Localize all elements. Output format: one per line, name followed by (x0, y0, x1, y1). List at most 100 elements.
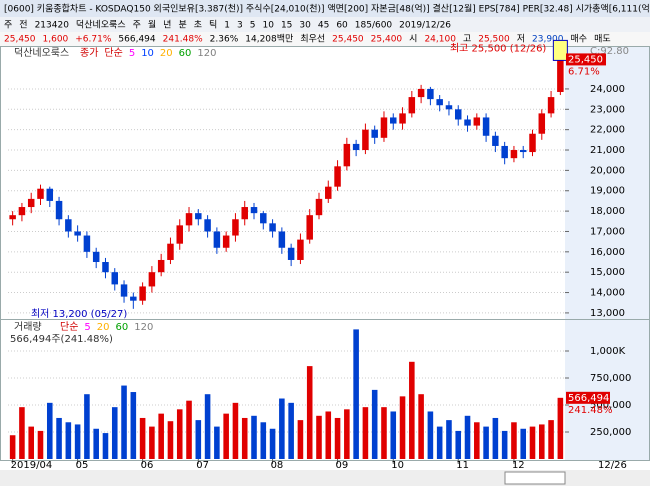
volume-bar (214, 426, 220, 459)
y-tick-label: 23,000 (590, 104, 625, 115)
toolbar-item: 5 (250, 21, 256, 31)
volume-bar (316, 415, 322, 459)
toolbar-item: 241.48% (163, 35, 203, 45)
volume-bar (418, 394, 424, 459)
toolbar-item: 2019/12/26 (399, 21, 451, 31)
volume-bar (455, 430, 462, 459)
legend-entry: 단순 (60, 321, 78, 333)
volume-bar (232, 402, 239, 459)
toolbar-item: 주 (133, 20, 141, 31)
toolbar-item: 전 (19, 20, 27, 31)
scroll-thumb[interactable] (504, 471, 566, 485)
last-date: 12/26 (598, 460, 627, 471)
volume-bar (269, 428, 276, 459)
toolbar-item: 최우선 (300, 34, 325, 45)
volume-bar (344, 409, 350, 459)
legend-entry: 10 (141, 48, 154, 59)
right-axis-area (565, 46, 650, 460)
toolbar-item: 30 (299, 21, 311, 31)
candle-body (557, 59, 564, 92)
volume-bar (548, 420, 554, 459)
candle-body (417, 88, 425, 98)
candle-body (325, 186, 332, 199)
last-price-box (566, 53, 606, 66)
toolbar-item: 25,400 (371, 35, 403, 45)
candle-body (529, 133, 536, 153)
candle-body (92, 251, 100, 263)
candle-body (27, 198, 35, 208)
volume-bar (390, 411, 397, 459)
y-tick-label: 500,000 (590, 400, 631, 411)
candle-body (111, 272, 119, 285)
candle-body (55, 200, 63, 220)
toolbar-item: 초 (194, 20, 202, 31)
y-tick-label: 1,000K (590, 346, 626, 357)
toolbar-item: 1,600 (43, 35, 69, 45)
volume-bar (539, 424, 545, 459)
last-volume: 566,494 (568, 393, 609, 404)
window-title: [0600] 키움종합차트 - KOSDAQ150 외국인보유[3.387(천)… (4, 3, 650, 15)
y-tick-label: 24,000 (590, 84, 625, 95)
panel-name: 덕산네오룩스 (14, 47, 69, 59)
candle-body (510, 150, 518, 159)
candle-body (464, 119, 471, 126)
candle-body (250, 207, 258, 214)
y-tick-label: 22,000 (590, 125, 625, 136)
volume-bar (37, 430, 44, 459)
volume-bar (325, 411, 332, 459)
candle-body (482, 117, 490, 136)
x-tick-label: 12 (512, 460, 525, 471)
volume-bar (501, 430, 508, 459)
x-tick-label: 05 (76, 460, 89, 471)
candle-body (241, 207, 248, 220)
candle-body (46, 188, 54, 201)
toolbar-item: 2.36% (210, 35, 239, 45)
volume-bar (46, 402, 53, 459)
toolbar-item: 저 (517, 34, 525, 45)
candle-body (157, 259, 165, 273)
candle-body (538, 113, 546, 134)
candle-body (167, 243, 174, 260)
legend-entry: 20 (97, 322, 110, 333)
toolbar-item: 45 (318, 21, 329, 31)
candle-body (297, 239, 304, 260)
toolbar-item: 60 (336, 21, 348, 31)
volume-bar (28, 426, 34, 459)
toolbar-item: 213420 (35, 21, 70, 31)
volume-bar (353, 329, 359, 459)
volume-bar (483, 426, 489, 459)
volume-bar (111, 407, 118, 459)
volume-bar (251, 415, 257, 459)
toolbar-item: 덕산네오룩스 (76, 20, 126, 31)
volume-bar (195, 420, 202, 459)
toolbar-item: 매도 (594, 34, 611, 45)
corner-label: C:92.80 (590, 46, 629, 57)
volume-bar (446, 420, 452, 459)
volume-bar (241, 417, 248, 459)
candle-body (9, 215, 16, 220)
volume-bar (306, 366, 313, 459)
candle-body (18, 207, 26, 216)
legend-entry: 120 (197, 48, 216, 59)
candle-body (315, 198, 323, 216)
x-tick-label: 09 (336, 460, 349, 471)
y-tick-label: 13,000 (590, 308, 625, 319)
x-tick-label: 10 (391, 460, 404, 471)
toolbar-item: 시 (409, 34, 417, 45)
toolbar-item: 3 (237, 21, 243, 31)
candle-body (204, 219, 211, 232)
legend-entry: 단순 (104, 47, 122, 59)
volume-bar (334, 417, 341, 459)
y-tick-label: 20,000 (590, 165, 625, 176)
volume-bar (167, 421, 174, 459)
y-tick-label: 16,000 (590, 247, 625, 258)
legend-entry: 60 (179, 48, 192, 59)
volume-bar (93, 428, 99, 459)
candle-body (306, 215, 313, 240)
legend-entry: 종가 (80, 47, 98, 59)
high-annotation: 최고 25,500 (12/26) (450, 42, 546, 54)
toolbar-item: 매수 (571, 34, 588, 45)
volume-bar (56, 417, 62, 459)
volume-bar (362, 407, 369, 459)
volume-bar (409, 361, 415, 459)
